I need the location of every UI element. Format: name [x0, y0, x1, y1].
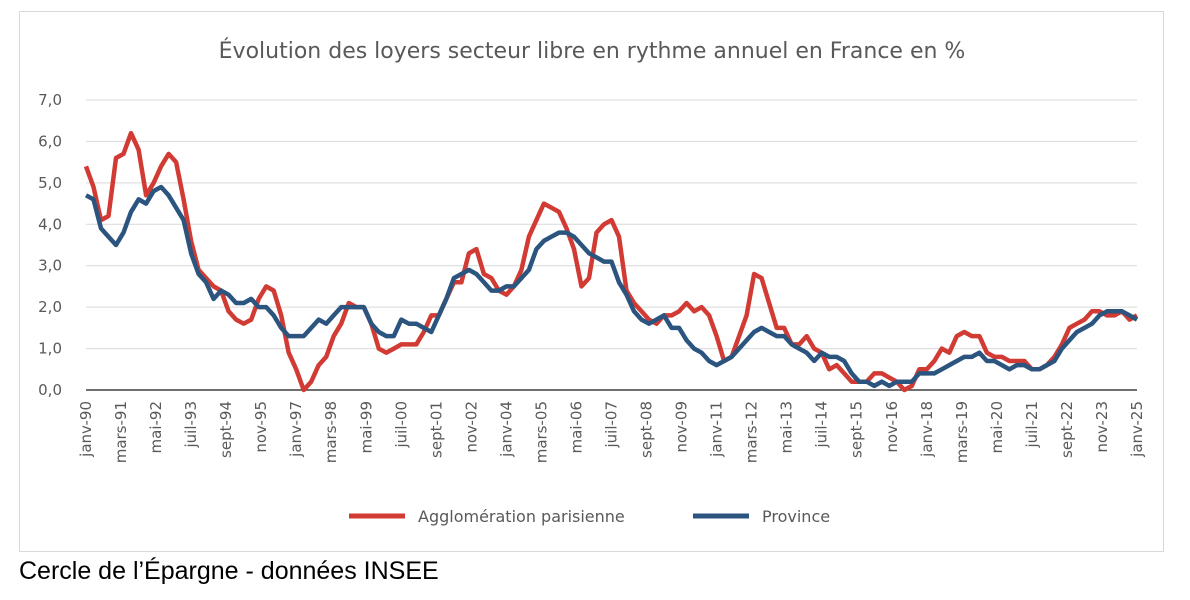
- x-tick-label: juil-21: [1023, 401, 1041, 449]
- y-tick-label: 3,0: [38, 257, 62, 275]
- x-tick-label: mai-13: [778, 401, 796, 453]
- x-tick-label: janv-97: [287, 401, 305, 458]
- y-tick-label: 2,0: [38, 298, 62, 316]
- x-tick-label: juil-14: [813, 401, 831, 449]
- x-axis-ticks: janv-90 mars-91 mai-92 juil-93 sept-94 nov-95…: [77, 401, 1146, 463]
- x-tick-label: juil-07: [603, 401, 621, 449]
- x-tick-label: nov-16: [883, 401, 901, 453]
- x-tick-label: nov-02: [462, 401, 480, 453]
- x-tick-label: janv-04: [497, 401, 515, 458]
- x-tick-label: nov-95: [252, 401, 270, 453]
- x-tick-label: mars-19: [953, 401, 971, 463]
- x-tick-label: janv-18: [918, 401, 936, 458]
- chart-frame: [19, 11, 1164, 552]
- x-tick-label: juil-93: [182, 401, 200, 449]
- x-tick-label: mars-05: [532, 401, 550, 463]
- source-footer: Cercle de l’Épargne - données INSEE: [19, 557, 439, 585]
- series-line-province: [84, 184, 1139, 389]
- x-tick-label: mai-06: [567, 401, 585, 453]
- x-tick-label: mars-91: [112, 401, 130, 463]
- x-tick-label: mars-98: [322, 401, 340, 463]
- y-tick-label: 5,0: [38, 174, 62, 192]
- x-tick-label: mai-99: [357, 401, 375, 453]
- legend: Agglomération parisienne Province: [349, 507, 830, 526]
- x-tick-label: sept-22: [1058, 401, 1076, 458]
- x-tick-label: mars-12: [743, 401, 761, 463]
- x-tick-label: juil-00: [392, 401, 410, 449]
- x-tick-label: nov-09: [673, 401, 691, 453]
- x-tick-label: sept-15: [848, 401, 866, 458]
- x-tick-label: janv-25: [1128, 401, 1146, 458]
- x-tick-label: mai-92: [147, 401, 165, 453]
- x-tick-label: nov-23: [1093, 401, 1111, 453]
- series-line-paris: [83, 130, 1139, 393]
- y-tick-label: 4,0: [38, 215, 62, 233]
- x-tick-label: janv-11: [708, 401, 726, 458]
- x-tick-label: sept-01: [427, 401, 445, 458]
- y-tick-label: 7,0: [38, 91, 62, 109]
- x-tick-label: sept-94: [217, 401, 235, 458]
- y-axis-ticks: 0,0 1,0 2,0 3,0 4,0 5,0 6,0 7,0: [38, 91, 62, 399]
- chart-title: Évolution des loyers secteur libre en ry…: [219, 38, 966, 64]
- legend-label-paris: Agglomération parisienne: [418, 507, 625, 526]
- series-lines: [83, 130, 1139, 393]
- legend-label-province: Province: [762, 507, 830, 526]
- y-tick-label: 1,0: [38, 340, 62, 358]
- y-tick-label: 0,0: [38, 381, 62, 399]
- x-tick-label: janv-90: [77, 401, 95, 458]
- y-tick-label: 6,0: [38, 132, 62, 150]
- x-tick-label: mai-20: [988, 401, 1006, 453]
- x-tick-label: sept-08: [638, 401, 656, 458]
